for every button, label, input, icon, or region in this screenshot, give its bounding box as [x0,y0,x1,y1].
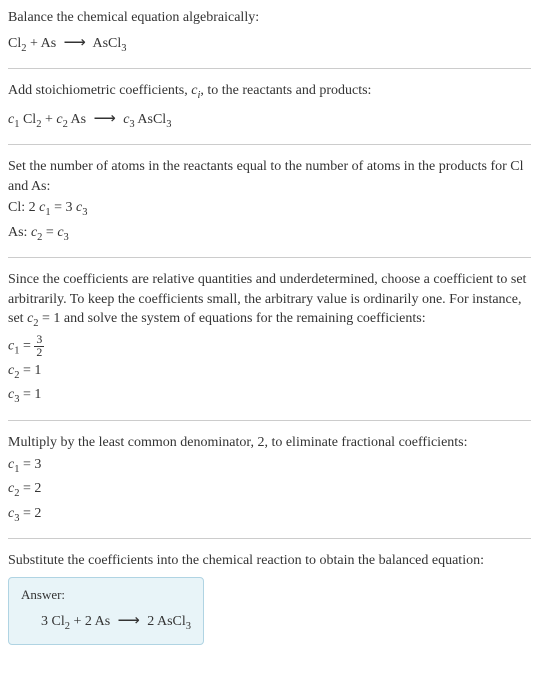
step3-section: Since the coefficients are relative quan… [8,270,531,408]
ascl-symbol: AsCl [90,36,122,51]
plus-as: + As [26,36,59,51]
step4-section: Multiply by the least common denominator… [8,433,531,526]
divider [8,257,531,258]
answer-label: Answer: [21,586,191,604]
c2-final: c2 = 2 [8,479,531,501]
intro-text: Balance the chemical equation algebraica… [8,8,531,28]
answer-equation: 3 Cl2 + 2 As ⟶ 2 AsCl3 [21,610,191,634]
as-eq: = [42,225,57,240]
c3-result: c3 = 1 [8,385,531,407]
step2-section: Set the number of atoms in the reactants… [8,157,531,245]
ascl3-sub: 3 [166,118,171,129]
step1-prefix: Add stoichiometric coefficients, [8,83,191,98]
step1-section: Add stoichiometric coefficients, ci, to … [8,81,531,132]
cl-eq: = 3 [51,200,76,215]
c1-result: c1 = 32 [8,334,531,359]
c1-final: c1 = 3 [8,455,531,477]
cl-label: Cl: 2 [8,200,39,215]
step1-text: Add stoichiometric coefficients, ci, to … [8,81,531,103]
c3-final: c3 = 2 [8,504,531,526]
divider [8,538,531,539]
ans-sub2: 3 [186,621,191,632]
divider [8,420,531,421]
ascl-sub: 3 [121,42,126,53]
divider [8,144,531,145]
cl-symbol: Cl [8,36,21,51]
ascl-text: AsCl [135,112,167,127]
as-label: As: [8,225,31,240]
answer-box: Answer: 3 Cl2 + 2 As ⟶ 2 AsCl3 [8,577,204,646]
f1-val: = 3 [19,457,41,472]
step5-text: Substitute the coefficients into the che… [8,551,531,571]
as-constraint: As: c2 = c3 [8,223,531,245]
f2-val: = 2 [19,481,41,496]
frac-den: 2 [34,347,44,359]
f3-val: = 2 [19,506,41,521]
step1-suffix: , to the reactants and products: [200,83,371,98]
step4-text: Multiply by the least common denominator… [8,433,531,453]
step3-text: Since the coefficients are relative quan… [8,270,531,332]
step1-equation: c1 Cl2 + c2 As ⟶ c3 AsCl3 [8,108,531,132]
plus-text: + [41,112,56,127]
cl-constraint: Cl: 2 c1 = 3 c3 [8,198,531,220]
step3-suffix: = 1 and solve the system of equations fo… [39,311,426,326]
ans-lhs1: 3 Cl [41,614,65,629]
cl-text: Cl [19,112,36,127]
c2-result: c2 = 1 [8,361,531,383]
r1-eq: = [19,339,34,354]
divider [8,68,531,69]
ans-rhs: 2 AsCl [144,614,186,629]
arrow-icon: ⟶ [118,612,140,629]
r3-val: = 1 [19,387,41,402]
as-text: As [68,112,90,127]
intro-equation: Cl2 + As ⟶ AsCl3 [8,32,531,56]
arrow-icon: ⟶ [94,110,116,127]
c3-var: c [120,112,130,127]
fraction: 32 [34,334,44,359]
cl-c3-sub: 3 [82,207,87,218]
step5-section: Substitute the coefficients into the che… [8,551,531,645]
as-c3-sub: 3 [64,232,69,243]
intro-section: Balance the chemical equation algebraica… [8,8,531,56]
ans-plus: + 2 As [70,614,114,629]
r2-val: = 1 [19,363,41,378]
arrow-icon: ⟶ [64,34,86,51]
step2-text: Set the number of atoms in the reactants… [8,157,531,196]
